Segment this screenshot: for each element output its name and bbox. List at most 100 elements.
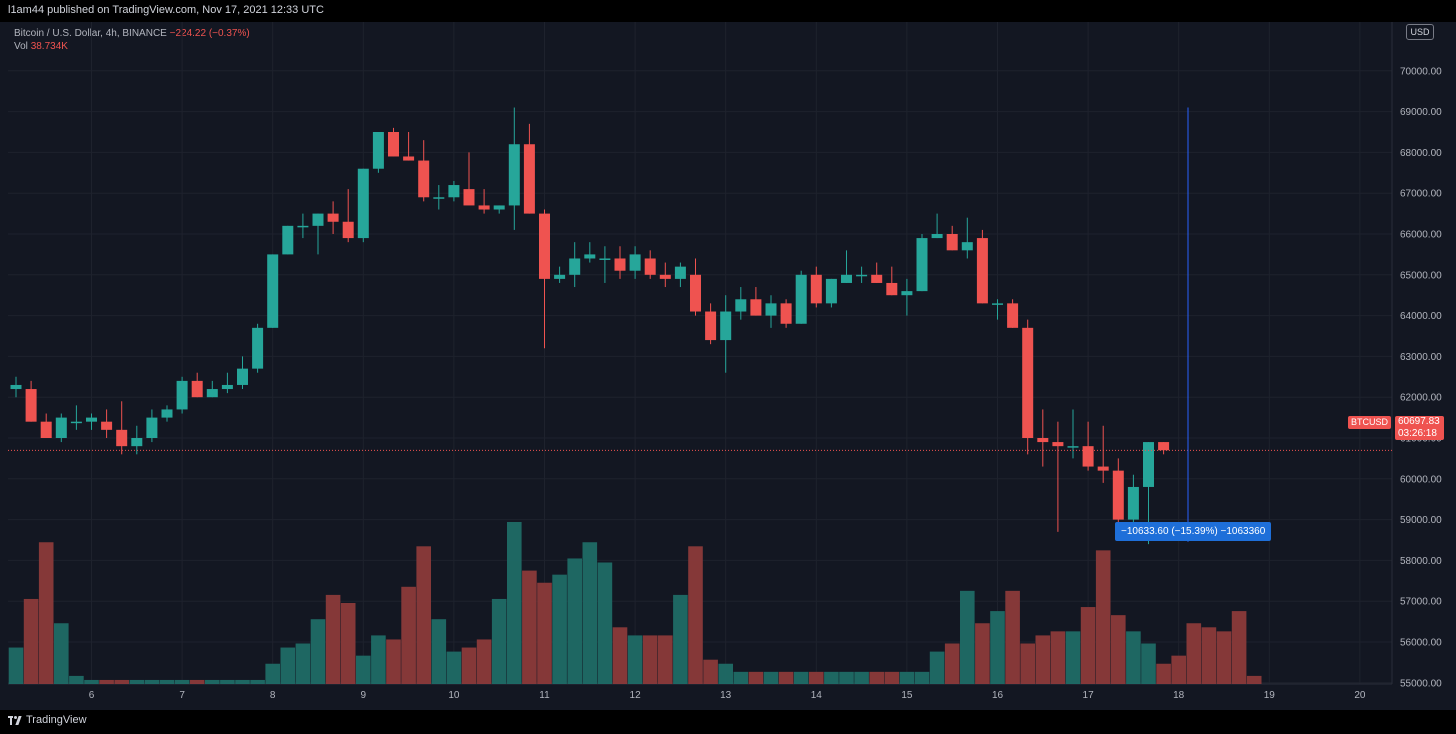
candle-body[interactable] — [674, 266, 686, 279]
candle-body[interactable] — [901, 291, 913, 296]
candle-body[interactable] — [1143, 442, 1154, 487]
volume-label[interactable]: Vol — [14, 41, 28, 52]
candle-body[interactable] — [206, 389, 218, 398]
candle-body[interactable] — [342, 221, 354, 239]
candle-body[interactable] — [1112, 470, 1124, 520]
price-range-measure-label[interactable]: −10633.60 (−15.39%) −1063360 — [1115, 522, 1272, 541]
candle-body[interactable] — [40, 421, 52, 438]
candle-body[interactable] — [780, 303, 792, 324]
candle-body[interactable] — [357, 168, 369, 239]
volume-bar — [703, 659, 718, 684]
candle-body[interactable] — [86, 417, 97, 422]
candle-body[interactable] — [856, 274, 868, 277]
candle-body[interactable] — [886, 282, 898, 296]
candle-body[interactable] — [810, 274, 822, 304]
volume-bar — [884, 671, 900, 684]
candle-body[interactable] — [961, 242, 973, 251]
candle-body[interactable] — [871, 274, 883, 283]
candle-body[interactable] — [372, 132, 384, 169]
candle-body[interactable] — [297, 225, 309, 228]
candle-body[interactable] — [795, 274, 807, 324]
candle-body[interactable] — [146, 417, 158, 438]
candle-body[interactable] — [1127, 486, 1139, 520]
candle-body[interactable] — [55, 417, 67, 438]
candle-body[interactable] — [659, 274, 671, 279]
candle-body[interactable] — [705, 311, 717, 341]
volume-bar — [763, 671, 779, 684]
candle-body[interactable] — [116, 429, 128, 447]
candle-body[interactable] — [312, 213, 324, 226]
candle-body[interactable] — [1158, 442, 1170, 451]
candle-body[interactable] — [1097, 466, 1109, 471]
time-tick-label: 12 — [630, 690, 642, 701]
volume-bar — [793, 671, 809, 684]
volume-bar — [174, 679, 190, 684]
candle-body[interactable] — [1052, 442, 1064, 447]
candle-body[interactable] — [493, 205, 505, 210]
volume-bar — [809, 671, 824, 684]
candle-body[interactable] — [1082, 446, 1094, 467]
candle-body[interactable] — [720, 311, 732, 341]
volume-bar — [1126, 631, 1141, 684]
candle-body[interactable] — [569, 258, 581, 275]
candle-body[interactable] — [946, 234, 958, 251]
candle-body[interactable] — [191, 380, 203, 398]
candle-body[interactable] — [282, 225, 294, 255]
volume-bar — [582, 542, 598, 684]
candle-body[interactable] — [418, 160, 430, 198]
candle-body[interactable] — [101, 421, 113, 430]
candle-body[interactable] — [237, 368, 248, 385]
candlestick-chart[interactable]: 55000.00 56000.00 57000.00 58000.00 59000.00… — [0, 22, 1456, 710]
candle-body[interactable] — [403, 156, 415, 161]
candle-body[interactable] — [629, 254, 641, 271]
candle-body[interactable] — [523, 144, 535, 214]
price-tick-label: 65000.00 — [1400, 270, 1442, 281]
candle-body[interactable] — [25, 389, 37, 422]
candle-body[interactable] — [161, 409, 173, 418]
candle-body[interactable] — [478, 205, 490, 210]
candle-body[interactable] — [327, 213, 339, 222]
volume-bar — [446, 651, 462, 684]
price-tick-label: 66000.00 — [1400, 230, 1442, 241]
candle-body[interactable] — [252, 327, 264, 369]
candle-body[interactable] — [750, 299, 762, 316]
candle-body[interactable] — [825, 278, 837, 304]
volume-bar — [386, 639, 401, 684]
candle-body[interactable] — [221, 384, 233, 390]
candle-body[interactable] — [176, 380, 188, 410]
current-price-value: 60697.83 — [1398, 416, 1440, 427]
candle-body[interactable] — [599, 258, 611, 260]
candle-body[interactable] — [1037, 438, 1049, 443]
candle-body[interactable] — [10, 384, 22, 390]
candle-body[interactable] — [916, 238, 928, 292]
candle-body[interactable] — [584, 254, 596, 259]
candle-body[interactable] — [508, 144, 520, 206]
candle-body[interactable] — [448, 185, 460, 198]
candle-body[interactable] — [539, 213, 550, 279]
candle-body[interactable] — [931, 234, 943, 239]
brand[interactable]: TradingView — [8, 714, 87, 726]
candle-body[interactable] — [644, 258, 656, 275]
candle-body[interactable] — [1067, 446, 1079, 448]
candle-body[interactable] — [690, 274, 701, 312]
time-tick-label: 7 — [179, 690, 185, 701]
candle-body[interactable] — [841, 274, 852, 283]
price-tick-label: 70000.00 — [1400, 66, 1442, 77]
candle-body[interactable] — [433, 197, 445, 199]
candle-body[interactable] — [70, 421, 82, 424]
volume-bar — [371, 635, 386, 684]
candle-body[interactable] — [554, 274, 566, 279]
candle-body[interactable] — [992, 303, 1003, 305]
candle-body[interactable] — [765, 303, 777, 316]
candle-body[interactable] — [388, 132, 399, 157]
currency-button[interactable]: USD — [1406, 24, 1434, 40]
candle-body[interactable] — [735, 299, 747, 312]
candle-body[interactable] — [1007, 303, 1019, 328]
symbol-description[interactable]: Bitcoin / U.S. Dollar, 4h, BINANCE — [14, 28, 167, 39]
candle-body[interactable] — [1022, 327, 1034, 438]
candle-body[interactable] — [976, 238, 988, 304]
candle-body[interactable] — [614, 258, 626, 271]
candle-body[interactable] — [267, 254, 279, 328]
candle-body[interactable] — [131, 438, 143, 447]
candle-body[interactable] — [463, 189, 475, 206]
